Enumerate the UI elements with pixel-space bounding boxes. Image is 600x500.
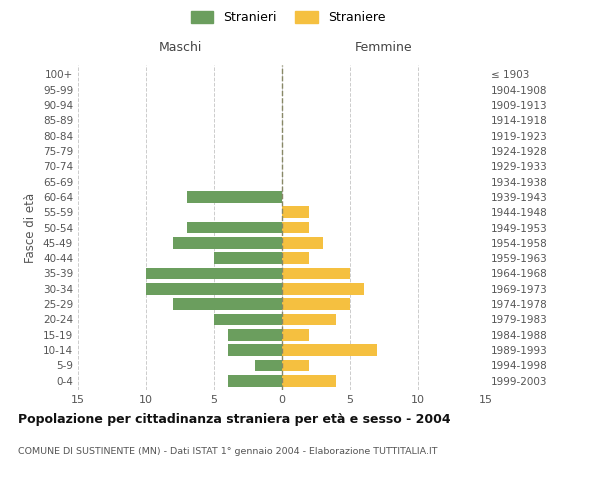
- Bar: [282, 252, 309, 264]
- Text: Femmine: Femmine: [355, 42, 413, 54]
- Text: Maschi: Maschi: [158, 42, 202, 54]
- Bar: [187, 191, 282, 202]
- Bar: [227, 375, 282, 386]
- Bar: [282, 283, 364, 294]
- Bar: [282, 329, 309, 340]
- Bar: [282, 237, 323, 248]
- Bar: [282, 314, 337, 325]
- Y-axis label: Fasce di età: Fasce di età: [25, 192, 37, 262]
- Bar: [282, 375, 337, 386]
- Bar: [282, 268, 350, 279]
- Bar: [227, 344, 282, 356]
- Text: Popolazione per cittadinanza straniera per età e sesso - 2004: Popolazione per cittadinanza straniera p…: [18, 412, 451, 426]
- Bar: [214, 252, 282, 264]
- Bar: [282, 344, 377, 356]
- Bar: [173, 298, 282, 310]
- Bar: [282, 298, 350, 310]
- Bar: [282, 360, 309, 371]
- Bar: [282, 206, 309, 218]
- Text: COMUNE DI SUSTINENTE (MN) - Dati ISTAT 1° gennaio 2004 - Elaborazione TUTTITALIA: COMUNE DI SUSTINENTE (MN) - Dati ISTAT 1…: [18, 448, 437, 456]
- Bar: [187, 222, 282, 233]
- Bar: [227, 329, 282, 340]
- Bar: [146, 283, 282, 294]
- Bar: [214, 314, 282, 325]
- Legend: Stranieri, Straniere: Stranieri, Straniere: [185, 6, 391, 29]
- Bar: [255, 360, 282, 371]
- Bar: [282, 222, 309, 233]
- Bar: [173, 237, 282, 248]
- Bar: [146, 268, 282, 279]
